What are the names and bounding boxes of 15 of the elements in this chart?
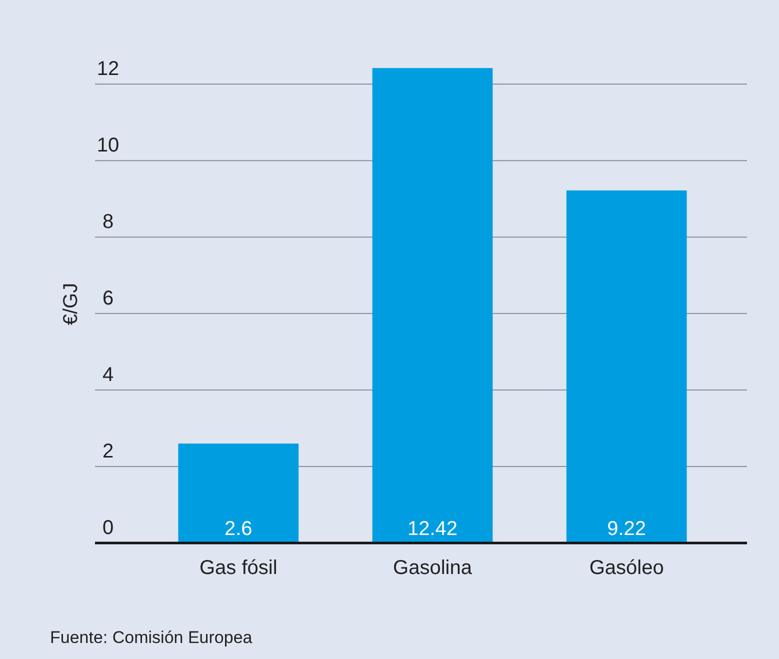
y-axis-title: €/GJ	[60, 282, 82, 326]
data-label: 2.6	[224, 518, 252, 540]
y-tick-label: 2	[102, 440, 114, 463]
data-label: 9.22	[607, 518, 646, 540]
y-tick-label: 12	[96, 58, 120, 80]
x-tick-label: Gasóleo	[589, 557, 664, 579]
x-tick-label: Gasolina	[393, 557, 473, 579]
y-tick-label: 6	[102, 288, 114, 310]
y-tick-label: 0	[102, 517, 114, 539]
y-tick-label: 4	[102, 364, 114, 386]
y-tick-label: 8	[102, 211, 114, 234]
source-note: Fuente: Comisión Europea	[50, 628, 253, 647]
x-tick-label: Gas fósil	[199, 557, 278, 579]
y-tick-label: 10	[96, 134, 120, 157]
data-label: 12.42	[407, 518, 458, 540]
